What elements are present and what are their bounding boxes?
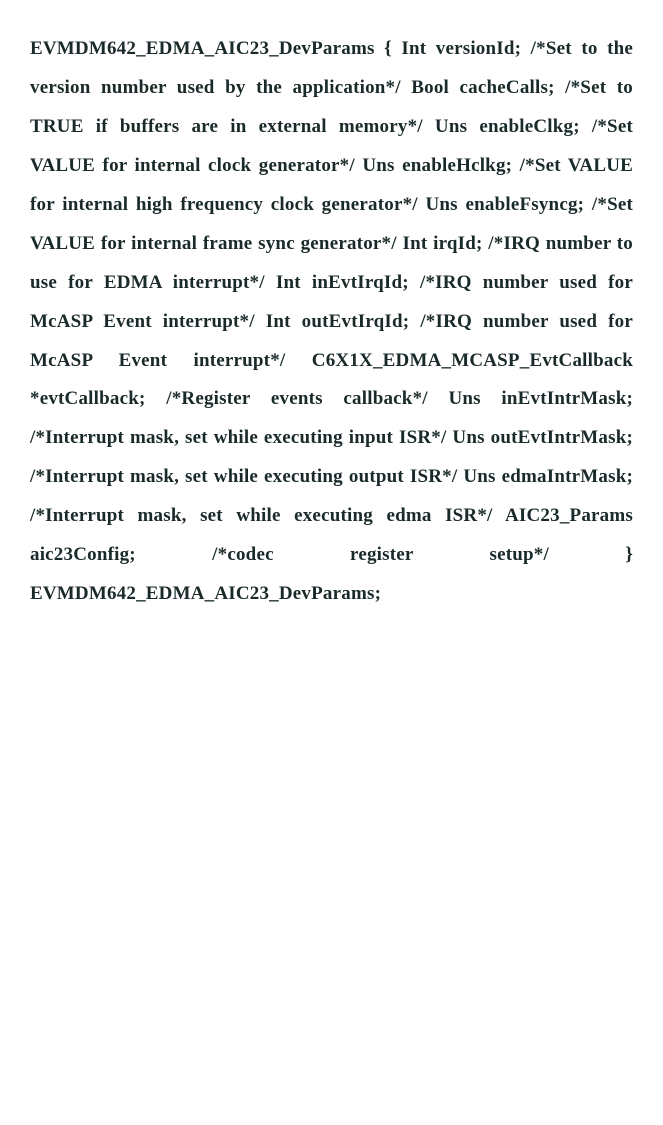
- code-line: EVMDM642_EDMA_AIC23_DevParams {: [30, 38, 401, 59]
- code-block: EVMDM642_EDMA_AIC23_DevParams { Int vers…: [30, 30, 633, 614]
